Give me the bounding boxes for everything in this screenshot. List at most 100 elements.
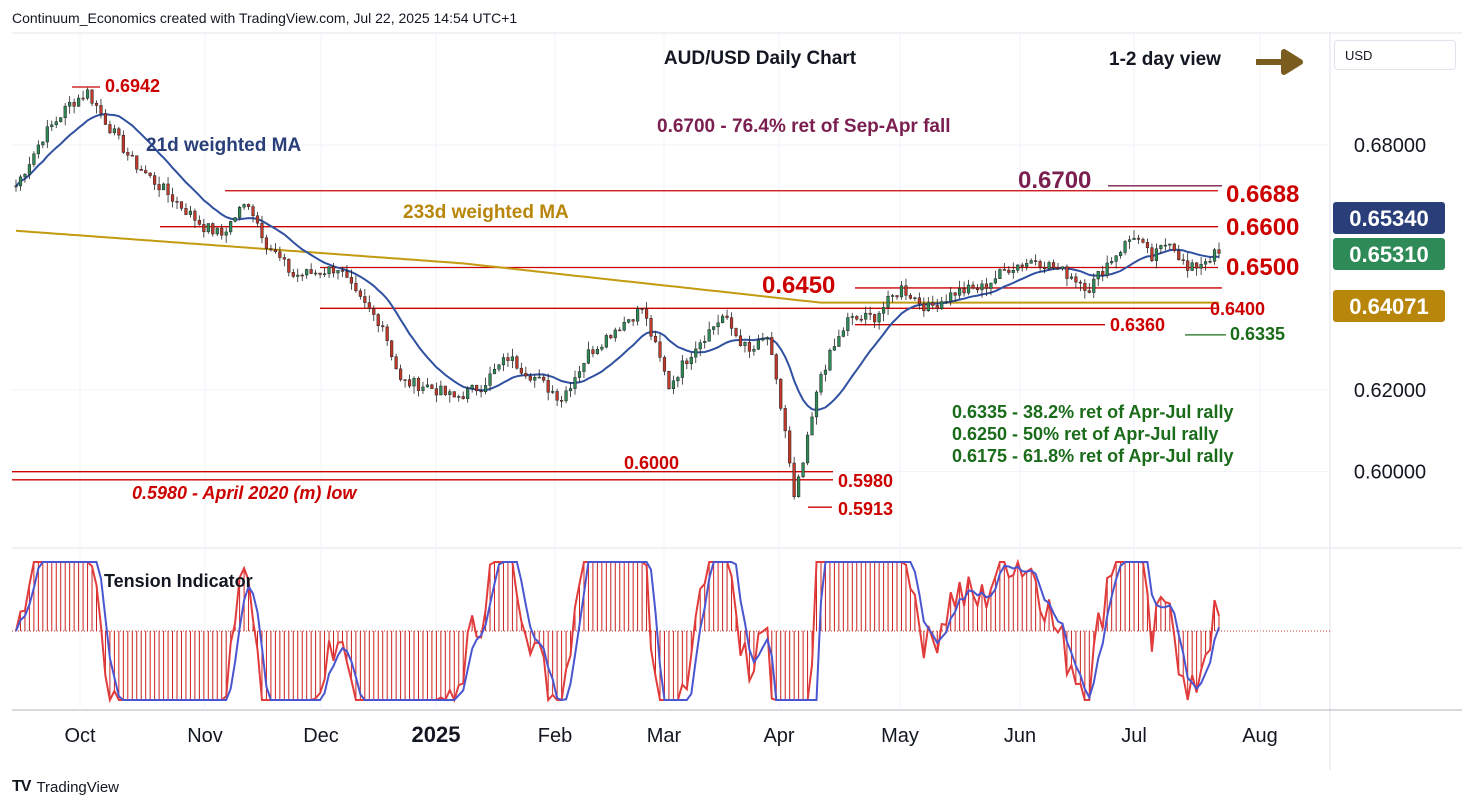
candle-body: [801, 462, 805, 478]
candle-body: [1141, 239, 1145, 243]
chart-title: AUD/USD Daily Chart: [664, 48, 857, 69]
candle-body: [649, 318, 653, 337]
candle-body: [103, 113, 108, 125]
candle-body: [1177, 250, 1181, 260]
candle-body: [1047, 262, 1051, 270]
candle-body: [846, 317, 850, 332]
candle-body: [1172, 243, 1176, 251]
candle-body: [1043, 266, 1047, 270]
candle-body: [797, 476, 801, 497]
time-tick-label: May: [881, 725, 919, 747]
candle-body: [45, 126, 49, 143]
candle-body: [573, 377, 577, 389]
candle-body: [1029, 260, 1033, 264]
candle-body: [595, 348, 599, 354]
candle-body: [363, 296, 367, 303]
candle-body: [314, 272, 318, 275]
candle-body: [989, 282, 993, 289]
currency-label: USD: [1345, 48, 1373, 63]
candle-body: [264, 237, 269, 249]
candle-body: [958, 288, 962, 296]
candle-body: [439, 385, 443, 396]
candle-body: [282, 257, 286, 260]
ma21-label: 21d weighted MA: [146, 135, 301, 156]
candle-body: [1074, 276, 1078, 283]
candle-body: [112, 128, 116, 134]
candle-body: [139, 168, 143, 171]
candle-body: [416, 378, 421, 391]
candle-body: [774, 354, 778, 380]
candle-body: [135, 155, 139, 170]
candle-body: [148, 172, 152, 176]
candle-body: [712, 326, 716, 330]
candle-body: [224, 231, 228, 236]
candle-body: [658, 341, 662, 358]
indicator-label: Tension Indicator: [104, 571, 253, 591]
candle-body: [922, 303, 926, 312]
level-label-0-5980: 0.5980: [838, 471, 893, 491]
candle-body: [555, 391, 559, 401]
candle-body: [940, 301, 944, 309]
candle-body: [689, 356, 693, 365]
candle-body: [1092, 278, 1096, 293]
footer-brand[interactable]: TV TradingView: [12, 778, 119, 796]
candle-body: [1101, 271, 1105, 276]
candle-body: [475, 384, 479, 392]
price-badge-text: 0.65340: [1349, 206, 1429, 231]
candle-body: [117, 128, 121, 136]
candle-body: [394, 356, 398, 370]
candle-body: [144, 170, 148, 174]
candle-body: [966, 284, 971, 294]
candle-body: [841, 330, 845, 337]
price-tick-label: 0.60000: [1354, 462, 1426, 484]
candle-body: [765, 337, 769, 340]
candle-body: [251, 206, 255, 217]
candle-body: [385, 326, 389, 341]
candle-body: [877, 313, 881, 323]
candle-body: [1110, 261, 1114, 264]
candle-body: [448, 391, 452, 395]
candle-body: [636, 308, 640, 322]
candle-body: [77, 97, 81, 107]
candle-body: [340, 270, 345, 272]
candle-body: [560, 400, 564, 402]
candle-body: [1105, 262, 1109, 276]
candle-body: [703, 341, 707, 343]
candle-body: [483, 385, 488, 392]
right-arrow-icon: [1256, 49, 1303, 75]
candle-body: [1069, 276, 1074, 279]
candle-body: [255, 215, 260, 224]
candle-body: [1114, 255, 1118, 262]
candle-body: [949, 292, 953, 302]
candle-body: [175, 201, 179, 203]
footer-brand-text: TradingView: [36, 778, 119, 796]
candle-body: [497, 364, 501, 370]
candle-body: [944, 301, 948, 303]
candle-body: [32, 153, 36, 165]
candle-body: [36, 144, 40, 155]
candle-body: [783, 408, 787, 432]
currency-selector[interactable]: USD: [1334, 40, 1456, 70]
candle-body: [1034, 260, 1038, 262]
candle-body: [273, 249, 277, 252]
candle-body: [761, 338, 765, 341]
candle-body: [600, 346, 604, 350]
candle-body: [1065, 266, 1069, 279]
candle-body: [246, 204, 251, 207]
candle-body: [953, 292, 957, 296]
candle-body: [14, 185, 18, 188]
candle-body: [971, 284, 975, 289]
candle-body: [220, 227, 224, 236]
candle-body: [546, 380, 550, 393]
candle-body: [1020, 264, 1024, 267]
level-label-0-6400: 0.6400: [1210, 299, 1265, 319]
candle-body: [975, 287, 980, 291]
candle-body: [68, 101, 72, 107]
candle-body: [882, 307, 886, 314]
candle-body: [90, 89, 94, 104]
candle-body: [828, 349, 832, 371]
candle-body: [1154, 248, 1158, 262]
candle-body: [72, 101, 76, 107]
time-tick-label: Jun: [1004, 725, 1036, 747]
